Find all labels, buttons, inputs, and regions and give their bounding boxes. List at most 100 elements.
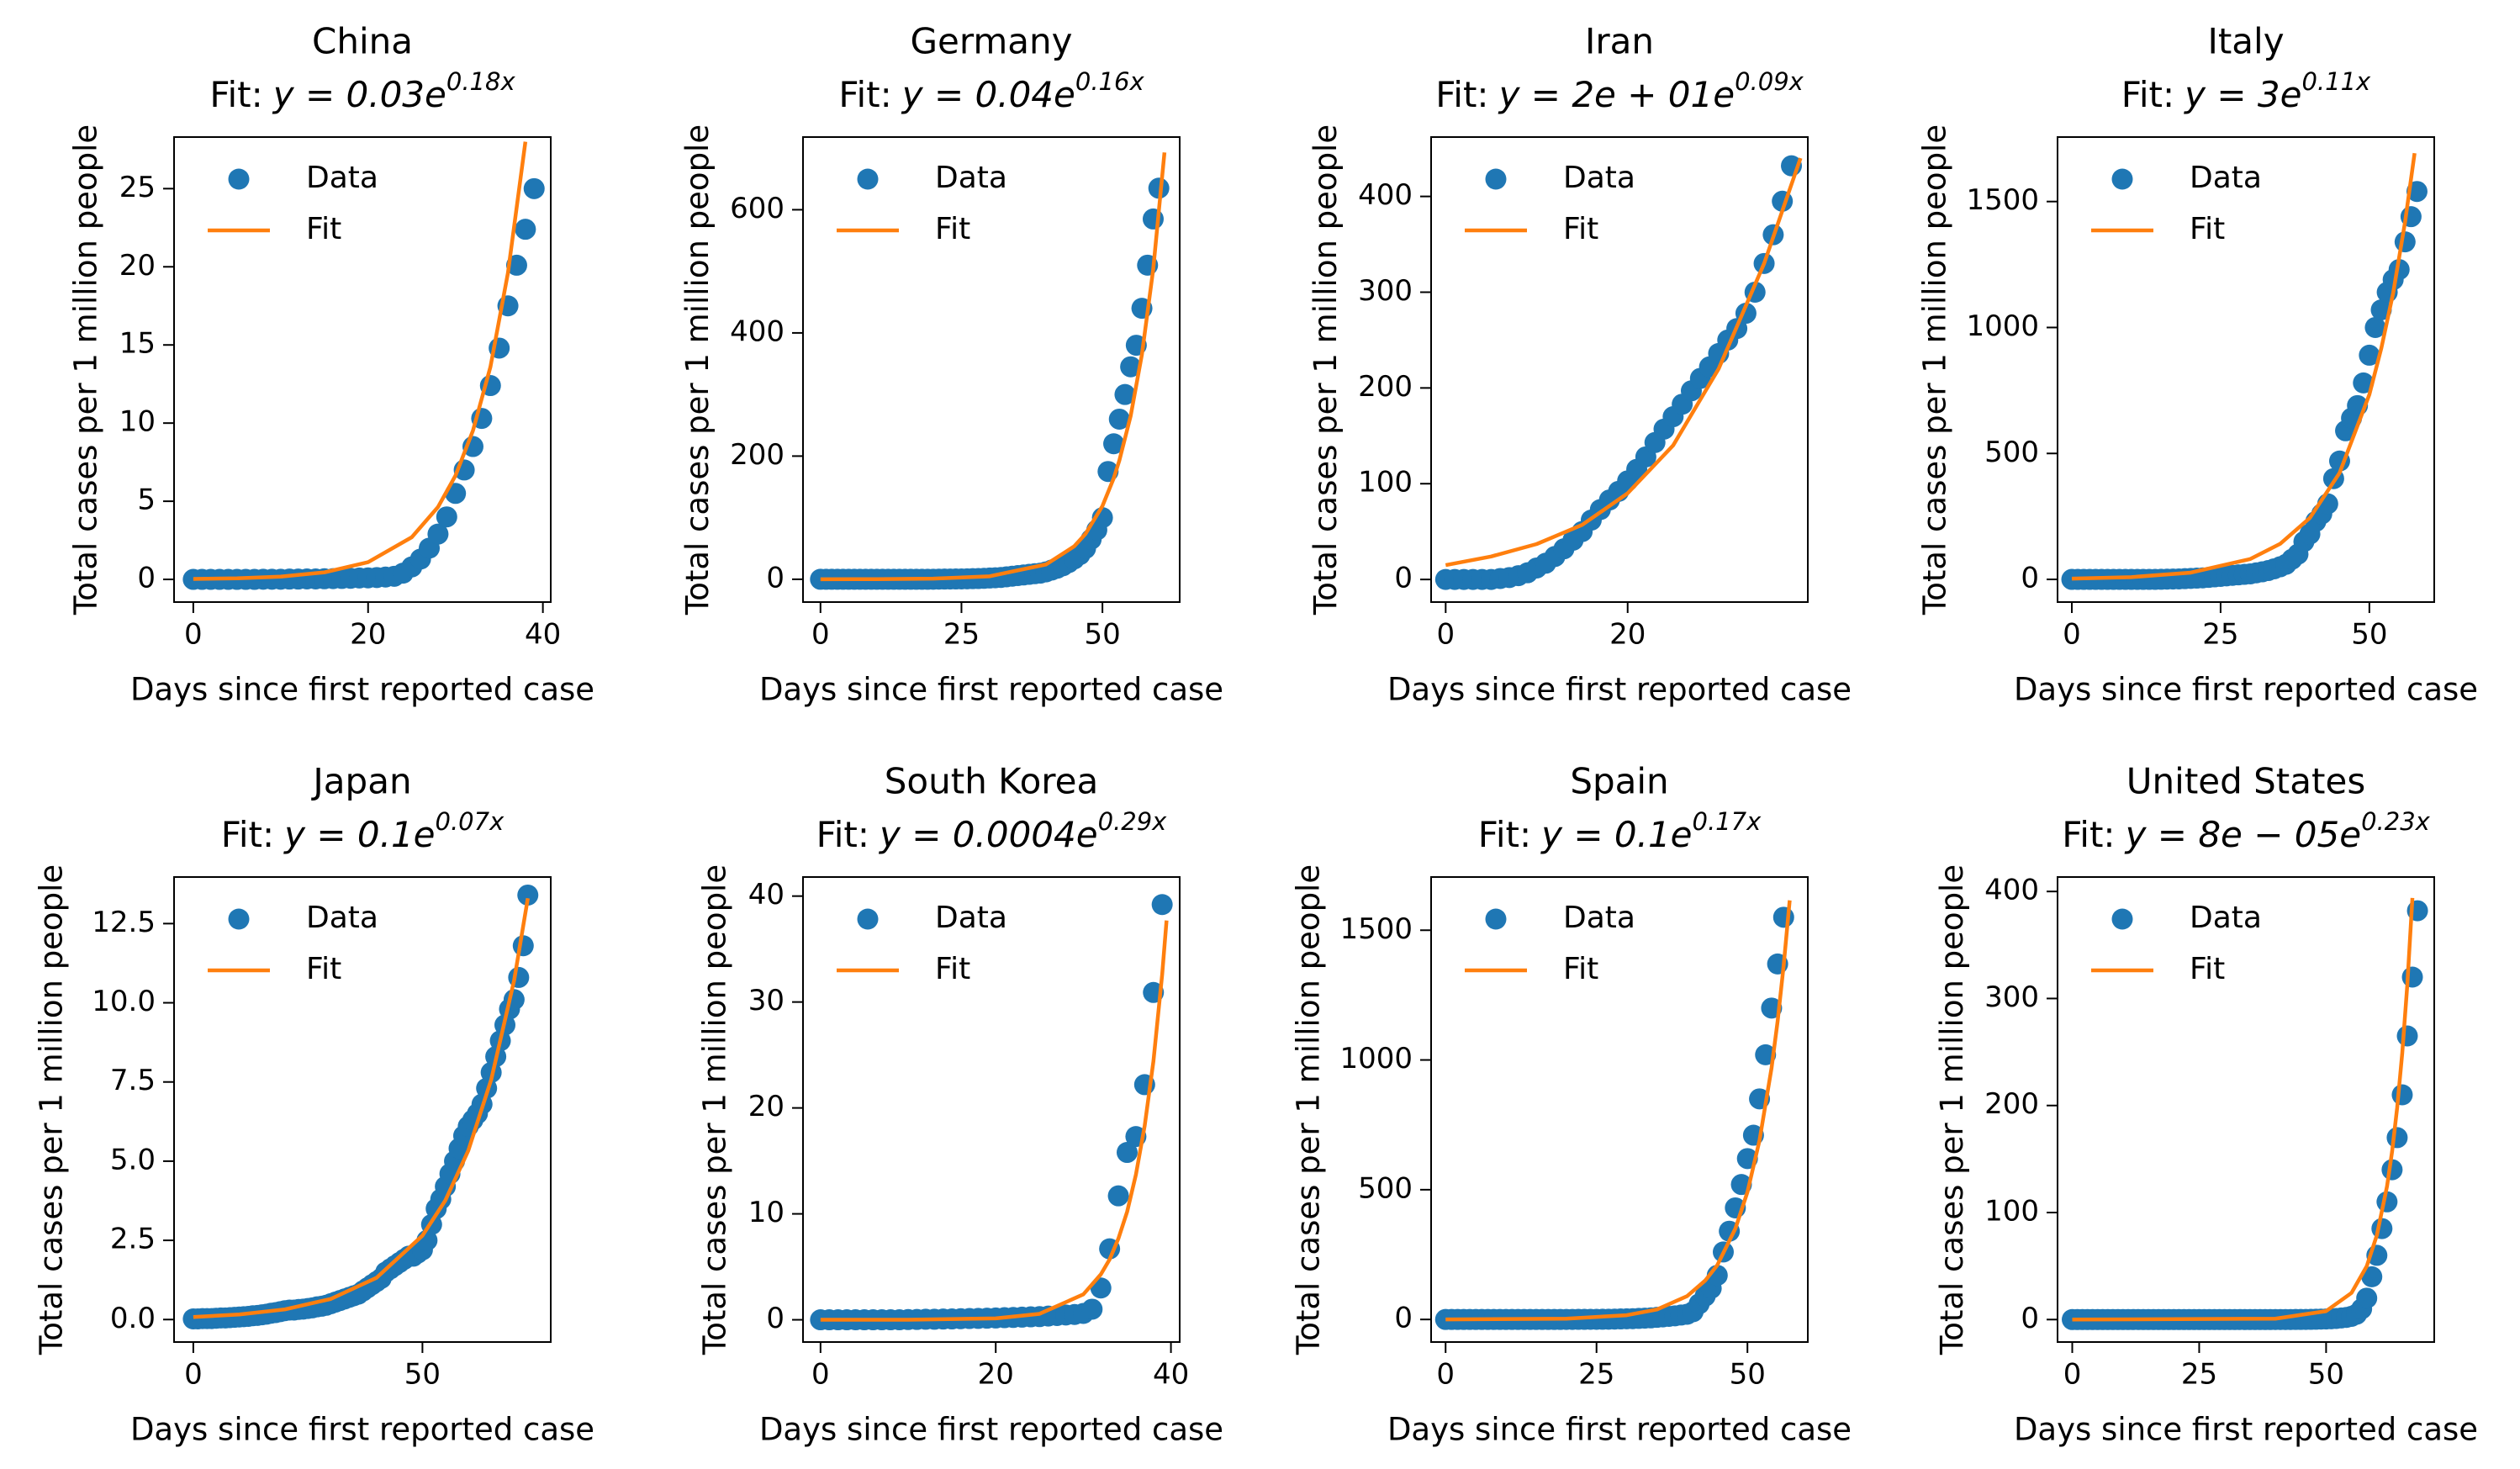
y-tick-label: 0 [2021, 1302, 2039, 1335]
data-point [2401, 966, 2423, 988]
y-axis-label: Total cases per 1 million people [1934, 864, 1970, 1355]
fit-equation: Fit: y = 0.03e0.18x [209, 67, 515, 115]
fit-equation: Fit: y = 8e − 05e0.23x [2062, 807, 2430, 855]
x-tick-label: 0 [2063, 618, 2081, 652]
fit-exponent: 0.16x [1075, 67, 1145, 96]
y-tick-label: 40 [748, 878, 785, 912]
y-axis-label: Total cases per 1 million people [679, 124, 716, 616]
y-tick-label: 0.0 [110, 1302, 156, 1335]
x-axis-label: Days since first reported case [1387, 672, 1852, 708]
legend-label: Data [2190, 161, 2262, 195]
y-tick-label: 200 [730, 438, 785, 472]
fit-line [193, 141, 528, 581]
subplot-title: Spain [1570, 761, 1668, 802]
y-tick-label: 10 [748, 1196, 785, 1229]
y-tick-label: 20 [748, 1090, 785, 1123]
y-axis-label: Total cases per 1 million people [34, 864, 70, 1355]
legend-label: Fit [935, 952, 970, 986]
y-tick-label: 500 [1984, 436, 2039, 469]
y-tick-label: 400 [1358, 178, 1413, 212]
x-tick-label: 40 [1153, 1358, 1189, 1392]
legend-label: Data [306, 161, 378, 195]
data-point [1108, 408, 1130, 430]
subplot-title: United States [2126, 761, 2365, 802]
y-tick-label: 1500 [1339, 912, 1413, 946]
y-tick-label: 1000 [1339, 1042, 1413, 1075]
x-axis-label: Days since first reported case [1387, 1412, 1852, 1448]
x-tick-label: 25 [943, 618, 980, 652]
data-point [2359, 344, 2380, 366]
fit-equation: Fit: y = 3e0.11x [2121, 67, 2371, 115]
x-tick-label: 50 [404, 1358, 441, 1392]
fit-line [820, 152, 1167, 582]
y-axis-label: Total cases per 1 million people [1308, 124, 1344, 616]
legend-label: Fit [935, 212, 970, 246]
y-tick-label: 300 [1358, 274, 1413, 308]
legend-label: Data [1563, 901, 1635, 935]
legend-marker [1485, 908, 1507, 930]
subplot-title: Iran [1585, 21, 1654, 62]
x-tick-label: 50 [2351, 618, 2387, 652]
legend-marker [228, 168, 250, 190]
x-axis-label: Days since first reported case [759, 672, 1223, 708]
x-axis-label: Days since first reported case [2014, 672, 2478, 708]
subplot: Spain Fit: y = 0.1e0.17x 0 500 1000 1500 0 25 50 D… [1291, 761, 1852, 1448]
subplot: Germany Fit: y = 0.04e0.16x 0 200 400 600 0 25 50… [679, 21, 1223, 708]
legend-label: Data [935, 161, 1007, 195]
legend-label: Data [306, 901, 378, 935]
y-tick-label: 500 [1358, 1171, 1413, 1205]
fit-prefix: Fit: [209, 74, 262, 115]
x-tick-label: 0 [811, 1358, 830, 1392]
data-point [2364, 316, 2386, 338]
fit-formula: y = 0.1e [283, 814, 435, 855]
x-tick-label: 25 [1578, 1358, 1614, 1392]
fit-line [820, 920, 1169, 1322]
fit-prefix: Fit: [2062, 814, 2115, 855]
fit-formula: y = 0.04e [901, 74, 1075, 115]
legend-marker [857, 908, 879, 930]
axes-frame [2057, 876, 2435, 1343]
fit-prefix: Fit: [2121, 74, 2174, 115]
y-tick-label: 400 [730, 314, 785, 348]
fit-formula: y = 0.0004e [878, 814, 1098, 855]
fit-formula: y = 2e + 01e [1498, 74, 1735, 115]
data-point [2386, 1127, 2408, 1149]
y-tick-label: 2.5 [110, 1223, 156, 1256]
fit-line [2072, 897, 2415, 1322]
y-tick-label: 15 [119, 327, 156, 361]
fit-equation: Fit: y = 0.1e0.07x [221, 807, 505, 855]
y-tick-label: 200 [1984, 1087, 2039, 1121]
subplot-title: Japan [310, 761, 411, 802]
x-tick-label: 50 [2308, 1358, 2344, 1392]
legend-label: Fit [2190, 212, 2225, 246]
y-tick-label: 25 [119, 171, 156, 204]
data-point [517, 884, 539, 906]
legend-label: Data [2190, 901, 2262, 935]
x-tick-label: 0 [811, 618, 830, 652]
data-point [2361, 1266, 2383, 1287]
x-axis-label: Days since first reported case [130, 672, 594, 708]
y-tick-label: 100 [1984, 1195, 2039, 1229]
fit-formula: y = 8e − 05e [2124, 814, 2362, 855]
legend-label: Data [935, 901, 1007, 935]
y-tick-label: 0 [1394, 562, 1413, 595]
x-tick-label: 0 [1436, 1358, 1455, 1392]
fit-exponent: 0.18x [446, 67, 516, 96]
data-point [2394, 231, 2416, 253]
legend-marker [2111, 908, 2133, 930]
axes-frame [173, 136, 552, 603]
fit-equation: Fit: y = 0.1e0.17x [1478, 807, 1762, 855]
fit-line [193, 897, 530, 1319]
y-tick-label: 0 [1394, 1302, 1413, 1335]
x-tick-label: 50 [1084, 618, 1120, 652]
data-point [1116, 1142, 1138, 1164]
y-tick-label: 5 [137, 484, 156, 517]
x-axis-label: Days since first reported case [130, 1412, 594, 1448]
fit-equation: Fit: y = 2e + 01e0.09x [1435, 67, 1804, 115]
fit-prefix: Fit: [221, 814, 274, 855]
y-tick-label: 0 [766, 561, 785, 594]
fit-exponent: 0.11x [2301, 67, 2371, 96]
data-point [2396, 1025, 2418, 1047]
legend-marker [2111, 168, 2133, 190]
